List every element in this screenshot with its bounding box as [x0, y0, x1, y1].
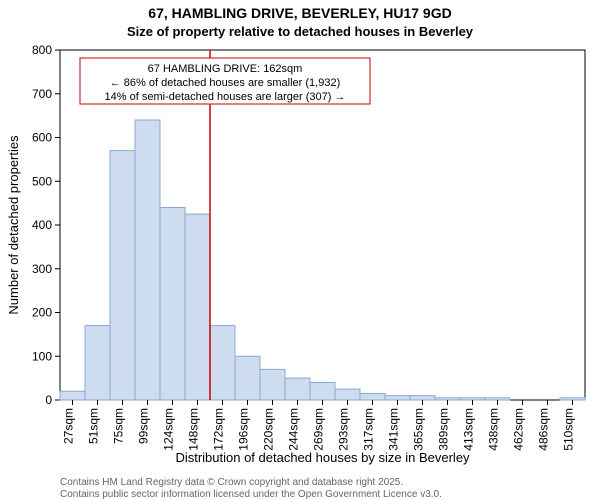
- x-axis-label: Distribution of detached houses by size …: [175, 450, 470, 465]
- footer-line1: Contains HM Land Registry data © Crown c…: [60, 477, 403, 488]
- xtick-label: 51sqm: [87, 408, 101, 444]
- histogram-bar: [185, 214, 210, 400]
- footer-line2: Contains public sector information licen…: [60, 489, 442, 500]
- xtick-label: 27sqm: [62, 408, 76, 444]
- xtick-label: 196sqm: [237, 408, 251, 451]
- xtick-label: 486sqm: [537, 408, 551, 451]
- ytick-label: 0: [45, 393, 52, 407]
- annotation-line1: 67 HAMBLING DRIVE: 162sqm: [148, 63, 303, 75]
- xtick-label: 293sqm: [337, 408, 351, 451]
- xtick-label: 148sqm: [187, 408, 201, 451]
- xtick-label: 510sqm: [562, 408, 576, 451]
- histogram-bar: [135, 120, 160, 400]
- ytick-label: 800: [32, 43, 52, 57]
- xtick-label: 244sqm: [287, 408, 301, 451]
- ytick-label: 100: [32, 349, 52, 363]
- property-size-histogram: 67, HAMBLING DRIVE, BEVERLEY, HU17 9GD Si…: [0, 0, 600, 500]
- xtick-label: 389sqm: [437, 408, 451, 451]
- xtick-label: 269sqm: [312, 408, 326, 451]
- annotation-line3: 14% of semi-detached houses are larger (…: [105, 91, 346, 103]
- xtick-label: 99sqm: [137, 408, 151, 444]
- annotation-line2: ← 86% of detached houses are smaller (1,…: [110, 77, 341, 89]
- histogram-bar: [560, 398, 585, 400]
- histogram-bar: [110, 151, 135, 400]
- xtick-label: 341sqm: [387, 408, 401, 451]
- ytick-label: 500: [32, 174, 52, 188]
- xtick-label: 172sqm: [212, 408, 226, 451]
- histogram-bar: [160, 208, 185, 401]
- xtick-label: 220sqm: [262, 408, 276, 451]
- chart-title-sub: Size of property relative to detached ho…: [127, 24, 474, 39]
- xtick-label: 365sqm: [412, 408, 426, 451]
- xtick-label: 438sqm: [487, 408, 501, 451]
- xtick-label: 124sqm: [162, 408, 176, 451]
- histogram-bar: [235, 356, 260, 400]
- histogram-bar: [435, 398, 460, 400]
- histogram-bar: [460, 398, 485, 400]
- chart-svg: 67, HAMBLING DRIVE, BEVERLEY, HU17 9GD Si…: [0, 0, 600, 500]
- histogram-bar: [60, 391, 85, 400]
- xtick-label: 75sqm: [112, 408, 126, 444]
- histogram-bar: [285, 378, 310, 400]
- xtick-label: 462sqm: [512, 408, 526, 451]
- histogram-bar: [85, 326, 110, 400]
- ytick-label: 200: [32, 306, 52, 320]
- histogram-bar: [310, 383, 335, 401]
- xtick-label: 317sqm: [362, 408, 376, 451]
- xtick-label: 413sqm: [462, 408, 476, 451]
- histogram-bar: [485, 398, 510, 400]
- y-axis-label: Number of detached properties: [6, 135, 21, 315]
- ytick-label: 300: [32, 262, 52, 276]
- histogram-bar: [210, 326, 235, 400]
- ytick-label: 700: [32, 87, 52, 101]
- histogram-bar: [260, 369, 285, 400]
- histogram-bar: [360, 393, 385, 400]
- histogram-bar: [385, 396, 410, 400]
- histogram-bar: [335, 389, 360, 400]
- histogram-bar: [410, 396, 435, 400]
- ytick-label: 600: [32, 131, 52, 145]
- chart-title-main: 67, HAMBLING DRIVE, BEVERLEY, HU17 9GD: [148, 5, 451, 21]
- ytick-label: 400: [32, 218, 52, 232]
